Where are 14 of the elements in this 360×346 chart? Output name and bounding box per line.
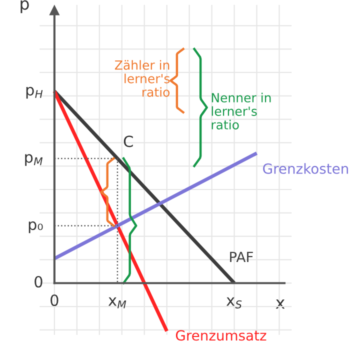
annotation: 0 [50,294,58,306]
series-label: PAF [230,252,253,262]
annotation: C [124,136,133,148]
series-label: Grenzumsatz [176,330,266,341]
annotation: p₀ [28,221,43,234]
annotation: p$_{H}$ [26,86,43,99]
annotation: x$_{S}$ [226,297,242,308]
annotation: 0 [34,276,42,288]
y-axis-title: p [20,0,29,14]
annotation: Nenner in lerner's ratio [212,92,271,130]
series-label: Grenzkosten [263,163,348,174]
annotation: x$_{M}$ [108,297,126,308]
annotation: Zähler in lerner's ratio [114,60,170,97]
annotation: p$_{M}$ [25,154,43,166]
